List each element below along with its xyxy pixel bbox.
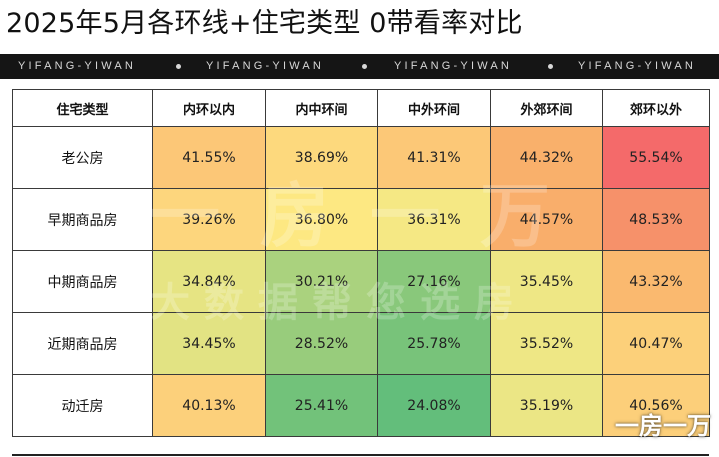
banner-dot bbox=[548, 64, 553, 69]
table-cell: 30.21% bbox=[265, 250, 378, 313]
data-table: 住宅类型 内环以内 内中环间 中外环间 外郊环间 郊环以外 老公房 41.55%… bbox=[12, 89, 710, 437]
banner-dot bbox=[176, 64, 181, 69]
banner-text: YIFANG-YIWAN bbox=[394, 60, 513, 72]
table-cell: 41.55% bbox=[152, 126, 266, 189]
table-header-row: 住宅类型 内环以内 内中环间 中外环间 外郊环间 郊环以外 bbox=[12, 89, 710, 127]
table-cell: 44.57% bbox=[490, 188, 603, 251]
table-cell: 55.54% bbox=[602, 126, 710, 189]
table-row: 动迁房 40.13% 25.41% 24.08% 35.19% 40.56% bbox=[12, 374, 710, 437]
page-title: 2025年5月各环线+住宅类型 0带看率对比 bbox=[6, 8, 523, 39]
table-cell: 35.45% bbox=[490, 250, 603, 313]
table-cell: 40.13% bbox=[152, 374, 266, 437]
column-header: 郊环以外 bbox=[602, 89, 710, 127]
table-cell: 36.31% bbox=[377, 188, 491, 251]
table-cell: 35.19% bbox=[490, 374, 603, 437]
table-row: 老公房 41.55% 38.69% 41.31% 44.32% 55.54% bbox=[12, 126, 710, 189]
brand-logo: 一房一万 bbox=[615, 412, 711, 440]
table-row: 近期商品房 34.45% 28.52% 25.78% 35.52% 40.47% bbox=[12, 312, 710, 375]
table-cell: 41.31% bbox=[377, 126, 491, 189]
row-label: 早期商品房 bbox=[12, 188, 153, 251]
table-cell: 48.53% bbox=[602, 188, 710, 251]
table-row: 早期商品房 39.26% 36.80% 36.31% 44.57% 48.53% bbox=[12, 188, 710, 251]
column-header: 中外环间 bbox=[377, 89, 491, 127]
table-cell: 38.69% bbox=[265, 126, 378, 189]
table-cell: 35.52% bbox=[490, 312, 603, 375]
table-cell: 36.80% bbox=[265, 188, 378, 251]
row-label: 近期商品房 bbox=[12, 312, 153, 375]
column-header: 住宅类型 bbox=[12, 89, 153, 127]
table-cell: 25.78% bbox=[377, 312, 491, 375]
row-label: 中期商品房 bbox=[12, 250, 153, 313]
table-cell: 40.56% bbox=[602, 374, 710, 437]
banner-text: YIFANG-YIWAN bbox=[578, 60, 697, 72]
table-cell: 24.08% bbox=[377, 374, 491, 437]
column-header: 内中环间 bbox=[265, 89, 378, 127]
table-cell: 27.16% bbox=[377, 250, 491, 313]
column-header: 外郊环间 bbox=[490, 89, 603, 127]
table-cell: 25.41% bbox=[265, 374, 378, 437]
banner-text: YIFANG-YIWAN bbox=[206, 60, 325, 72]
banner-text: YIFANG-YIWAN bbox=[18, 60, 137, 72]
table-row: 中期商品房 34.84% 30.21% 27.16% 35.45% 43.32% bbox=[12, 250, 710, 313]
table-cell: 44.32% bbox=[490, 126, 603, 189]
banner-dot bbox=[362, 64, 367, 69]
row-label: 老公房 bbox=[12, 126, 153, 189]
table-cell: 28.52% bbox=[265, 312, 378, 375]
table-cell: 34.45% bbox=[152, 312, 266, 375]
table-cell: 39.26% bbox=[152, 188, 266, 251]
row-label: 动迁房 bbox=[12, 374, 153, 437]
watermark-banner: YIFANG-YIWAN YIFANG-YIWAN YIFANG-YIWAN Y… bbox=[0, 54, 719, 79]
divider bbox=[12, 454, 709, 456]
column-header: 内环以内 bbox=[152, 89, 266, 127]
table-cell: 34.84% bbox=[152, 250, 266, 313]
table-cell: 40.47% bbox=[602, 312, 710, 375]
table-cell: 43.32% bbox=[602, 250, 710, 313]
